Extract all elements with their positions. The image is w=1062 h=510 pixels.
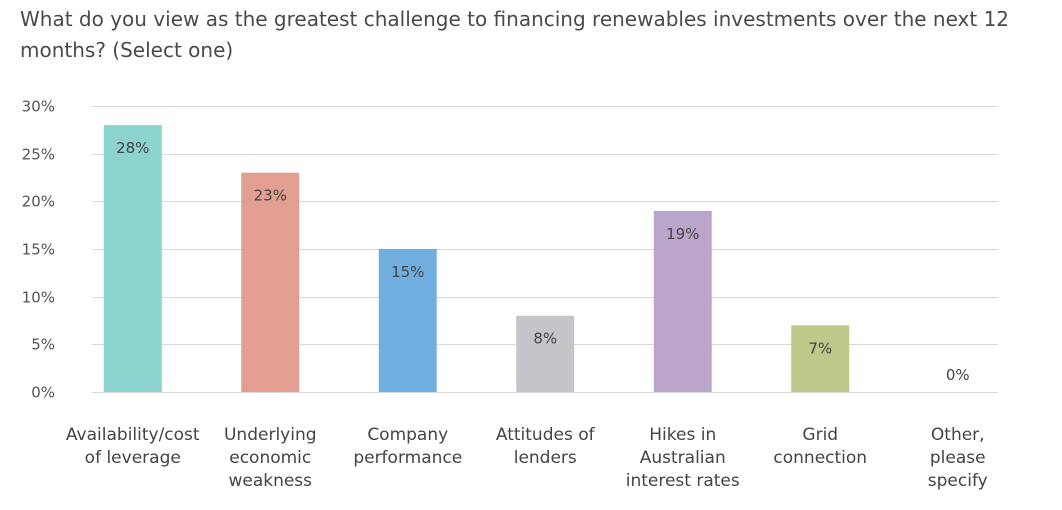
data-label: 15%	[391, 263, 424, 281]
bar	[103, 125, 162, 393]
bar	[516, 315, 575, 392]
x-category-label: Hikes in Australian interest rates	[626, 425, 740, 491]
bar	[378, 249, 437, 392]
y-axis-ticks: 0% 5% 10% 15% 20% 25% 30%	[22, 98, 55, 402]
data-label: 23%	[254, 187, 287, 205]
x-category-label: Grid connection	[773, 425, 867, 468]
bar	[791, 325, 850, 392]
bar	[653, 210, 712, 392]
y-tick-label: 30%	[22, 98, 55, 116]
data-label: 0%	[946, 366, 970, 384]
x-category-label: Availability/cost of leverage	[66, 425, 200, 468]
data-labels: 28% 23% 15% 8% 19% 7% 0%	[116, 139, 970, 384]
x-category-label: Attitudes of lenders	[496, 425, 596, 468]
bars	[103, 125, 850, 393]
x-axis-labels: Availability/cost of leverage Underlying ec…	[66, 425, 988, 491]
chart-title: What do you view as the greatest challen…	[20, 7, 1010, 62]
data-label: 19%	[666, 225, 699, 243]
x-category-label: Company performance	[353, 425, 462, 468]
data-label: 8%	[533, 330, 557, 348]
y-tick-label: 10%	[22, 289, 55, 307]
y-tick-label: 15%	[22, 241, 55, 259]
data-label: 28%	[116, 139, 149, 157]
y-tick-label: 0%	[31, 384, 55, 402]
y-tick-label: 20%	[22, 193, 55, 211]
x-category-label: Other, please specify	[928, 425, 988, 491]
bar	[241, 172, 300, 392]
data-label: 7%	[808, 339, 832, 357]
y-tick-label: 25%	[22, 146, 55, 164]
x-category-label: Underlying economic weakness	[224, 425, 317, 491]
y-tick-label: 5%	[31, 336, 55, 354]
